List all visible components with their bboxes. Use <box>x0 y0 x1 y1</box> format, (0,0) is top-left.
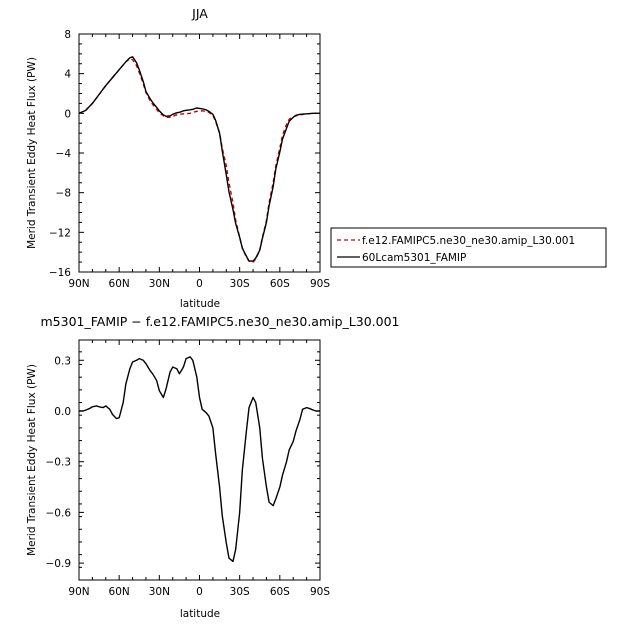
top-x-tick-label: 90S <box>310 278 330 290</box>
bottom-series-lines <box>79 356 320 563</box>
top-axis-ticks: 90N 60N 30N 0 30S 60S 90S 8 4 0 −4 −8 −12 −16 <box>49 29 331 290</box>
legend: f.e12.FAMIPC5.ne30_ne30.amip_L30.001 60L… <box>330 227 607 268</box>
bottom-x-tick-label: 90S <box>310 586 330 598</box>
bottom-x-axis-label: latitude <box>180 608 220 620</box>
top-x-tick-label: 60S <box>270 278 290 290</box>
bottom-axis-ticks: 90N 60N 30N 0 30S 60S 90S 0.3 0.0 −0.3 −0.6 −0.9 <box>46 340 330 598</box>
bottom-y-tick-label: 0.0 <box>54 406 71 418</box>
bottom-x-tick-label: 30S <box>230 586 250 598</box>
bottom-y-axis-label: Merid Transient Eddy Heat Flux (PW) <box>26 364 38 556</box>
top-y-tick-label: 0 <box>64 108 71 120</box>
legend-label-series-1: f.e12.FAMIPC5.ne30_ne30.amip_L30.001 <box>362 235 575 247</box>
top-x-tick-label: 30N <box>149 278 170 290</box>
top-y-tick-label: −16 <box>49 267 71 279</box>
bottom-x-tick-label: 90N <box>68 586 89 598</box>
top-y-tick-label: 8 <box>64 29 71 41</box>
top-x-tick-label: 30S <box>230 278 250 290</box>
bottom-y-tick-label: −0.9 <box>46 558 72 570</box>
bottom-x-tick-label: 60S <box>270 586 290 598</box>
top-x-tick-label: 60N <box>109 278 130 290</box>
top-y-tick-label: −4 <box>56 148 72 160</box>
top-y-axis-label: Merid Transient Eddy Heat Flux (PW) <box>26 57 38 249</box>
bottom-x-tick-label: 0 <box>196 586 203 598</box>
top-panel: JJA 90N 60N 30N 0 30S 60S 90S 8 4 0 −4 −8 −12 −16 lat… <box>26 6 607 310</box>
top-x-axis-label: latitude <box>180 298 220 310</box>
legend-box <box>330 227 607 268</box>
bottom-plot-frame <box>78 339 321 581</box>
bottom-panel: m5301_FAMIP − f.e12.FAMIPC5.ne30_ne30.am… <box>26 314 400 620</box>
bottom-series-line-1 <box>79 356 320 563</box>
bottom-y-tick-label: −0.3 <box>46 457 72 469</box>
top-x-tick-label: 0 <box>196 278 203 290</box>
top-x-tick-label: 90N <box>68 278 89 290</box>
bottom-x-tick-label: 30N <box>149 586 170 598</box>
top-y-tick-label: 4 <box>64 69 71 81</box>
top-y-tick-label: −12 <box>49 227 71 239</box>
top-series-line-1 <box>78 58 320 263</box>
top-plot-frame <box>78 33 321 273</box>
top-series-line-2 <box>78 56 320 262</box>
bottom-y-tick-label: 0.3 <box>54 355 71 367</box>
top-y-tick-label: −8 <box>56 188 71 200</box>
bottom-y-tick-label: −0.6 <box>46 507 72 519</box>
bottom-chart-title: m5301_FAMIP − f.e12.FAMIPC5.ne30_ne30.am… <box>40 314 399 329</box>
legend-label-series-2: 60Lcam5301_FAMIP <box>362 252 466 264</box>
top-series-lines <box>78 56 320 263</box>
top-chart-title: JJA <box>191 6 208 21</box>
bottom-x-tick-label: 60N <box>109 586 130 598</box>
